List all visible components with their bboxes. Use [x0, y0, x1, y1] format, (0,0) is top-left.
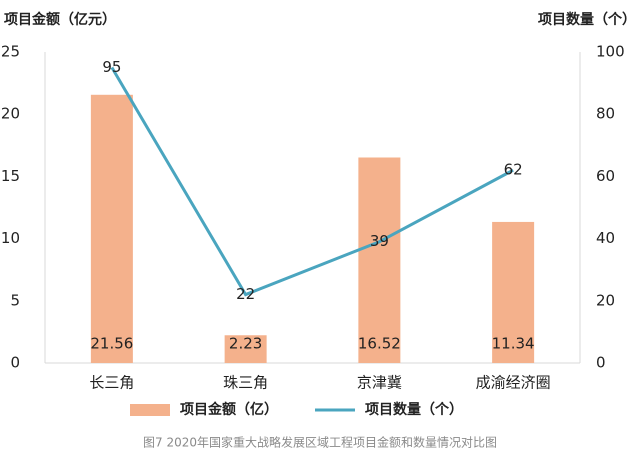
- bar: [90, 94, 133, 363]
- x-tick-label: 京津冀: [357, 374, 402, 392]
- line: [110, 66, 514, 297]
- y-tick-label: 25: [1, 43, 20, 61]
- bar: [492, 221, 535, 363]
- bar: [224, 335, 267, 363]
- y2-tick-label: 40: [596, 229, 615, 247]
- y2-tick-label: 60: [596, 167, 615, 185]
- line-value-label: 95: [102, 58, 121, 76]
- x-tick-label: 长三角: [89, 374, 134, 392]
- bar-value-label: 16.52: [358, 335, 401, 353]
- x-tick-label: 珠三角: [223, 374, 268, 392]
- y-tick-label: 0: [10, 354, 20, 372]
- y-tick-label: 15: [1, 167, 20, 185]
- caption: 图7 2020年国家重大战略发展区域工程项目金额和数量情况对比图: [143, 435, 497, 450]
- legend-label: 项目数量（个）: [365, 401, 463, 418]
- line-value-label: 22: [236, 285, 255, 303]
- bar: [358, 157, 401, 363]
- y-axis-title: 项目金额（亿元）: [4, 11, 116, 28]
- y2-tick-label: 0: [596, 354, 606, 372]
- bar-value-label: 2.23: [229, 335, 262, 353]
- legend-label: 项目金额（亿）: [180, 401, 278, 418]
- y2-tick-label: 20: [596, 291, 615, 309]
- bar-value-label: 11.34: [492, 335, 535, 353]
- legend-swatch: [130, 404, 170, 416]
- line-value-label: 39: [370, 232, 389, 250]
- y-tick-label: 20: [1, 105, 20, 123]
- y-tick-label: 10: [1, 229, 20, 247]
- y-tick-label: 5: [10, 291, 20, 309]
- y2-tick-label: 80: [596, 105, 615, 123]
- x-tick-label: 成渝经济圈: [476, 374, 551, 392]
- line-value-label: 62: [504, 161, 523, 179]
- y2-axis-title: 项目数量（个）: [538, 11, 636, 28]
- bar-value-label: 21.56: [90, 335, 133, 353]
- y2-tick-label: 100: [596, 43, 625, 61]
